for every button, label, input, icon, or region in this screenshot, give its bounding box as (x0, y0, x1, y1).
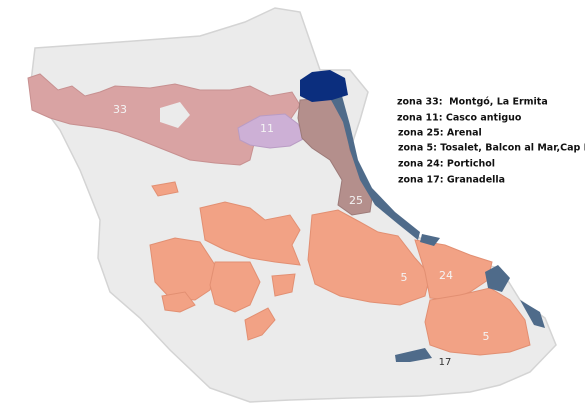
zone-label: 5 (401, 271, 408, 284)
zone-b (149, 237, 216, 301)
zone-label: 5 (483, 330, 490, 343)
coast-patch (520, 300, 545, 328)
legend-entry: zona 11: Casco antiguo (397, 113, 522, 124)
zone-salmon-group (149, 181, 531, 356)
legend-entry: zona 33: Montgó, La Ermita (397, 97, 548, 108)
zone-label: 33 (113, 103, 127, 116)
zone-e (244, 307, 276, 341)
zone-24 (414, 239, 493, 301)
zone-label: 11 (260, 122, 274, 135)
zone-c (209, 261, 261, 313)
zone-d (161, 291, 196, 313)
legend-entry: zona 25: Arenal (398, 128, 482, 139)
zone-g (151, 181, 179, 197)
coast-patch (395, 348, 432, 362)
coast-patch (420, 234, 440, 246)
legend-entry: zona 24: Portichol (398, 159, 495, 170)
coast-patch (485, 265, 510, 292)
zone-5b (424, 287, 531, 356)
zone-label: 17 (439, 357, 452, 368)
zone-label: 25 (349, 194, 363, 207)
zone-33-hole (160, 102, 190, 128)
legend-entry: zona 5: Tosalet, Balcon al Mar,Cap Marti (398, 143, 585, 154)
coast-strip (330, 96, 420, 240)
zone-top (300, 70, 348, 102)
zone-a (199, 201, 301, 266)
zone-label: 24 (439, 269, 453, 282)
legend-entry: zona 17: Granadella (398, 175, 505, 186)
zone-f (271, 273, 296, 297)
zone-11 (237, 113, 306, 149)
